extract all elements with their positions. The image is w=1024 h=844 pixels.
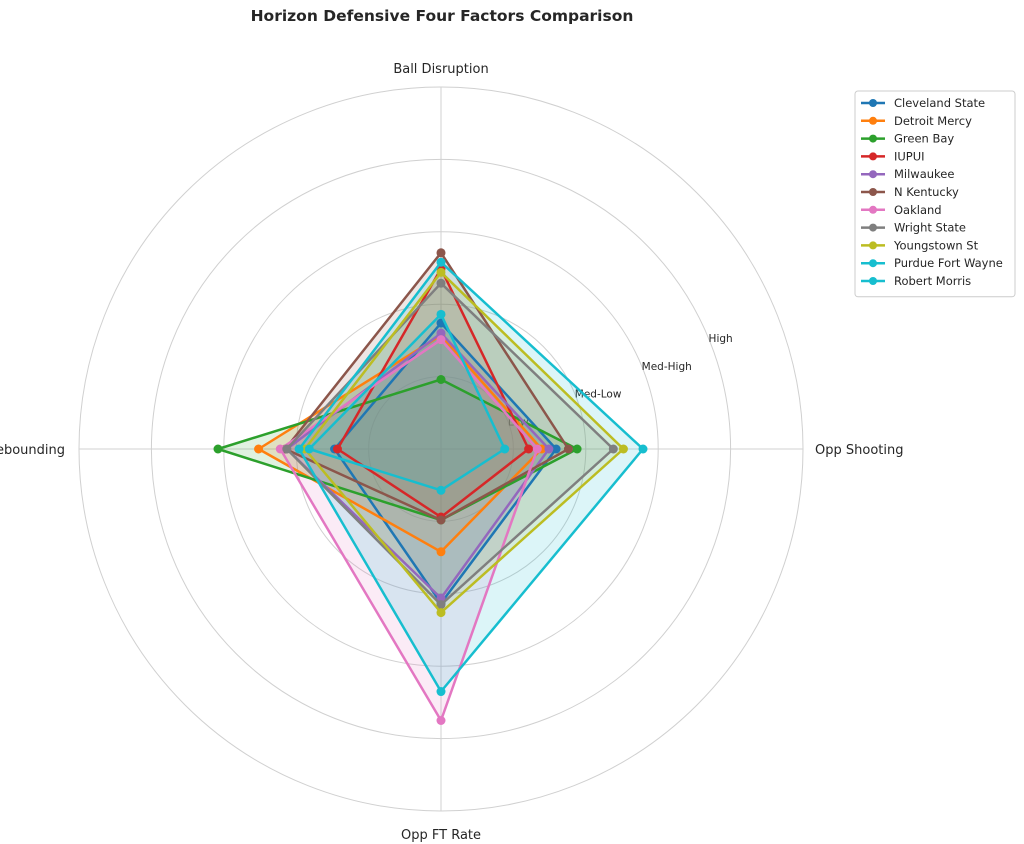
series-fill <box>258 335 542 552</box>
data-point <box>563 444 573 454</box>
legend-marker <box>869 241 877 250</box>
axis-label: Opp FT Rate <box>401 828 481 843</box>
legend-marker <box>869 205 877 214</box>
series-lines <box>213 248 648 725</box>
data-point <box>436 687 446 697</box>
data-point <box>500 444 510 454</box>
data-point <box>254 444 264 454</box>
data-point <box>436 593 446 603</box>
data-point <box>436 278 446 288</box>
legend-marker <box>869 170 877 179</box>
data-point <box>436 547 446 557</box>
legend-marker <box>869 134 877 143</box>
series-fill <box>337 268 529 518</box>
legend-label: IUPUI <box>894 149 925 163</box>
data-point <box>436 328 446 338</box>
legend-label: Purdue Fort Wayne <box>894 256 1003 270</box>
legend-marker <box>869 99 877 107</box>
ring-label: Med-High <box>642 361 692 373</box>
data-point <box>213 444 223 454</box>
axis-label: Opp Shooting <box>815 443 903 458</box>
data-point <box>551 444 561 454</box>
legend-label: Wright State <box>894 221 966 235</box>
axis-label: Def Rebounding <box>0 443 65 458</box>
series-fill <box>304 272 624 613</box>
legend-marker <box>869 188 877 196</box>
data-point <box>436 515 446 525</box>
data-point <box>608 444 618 454</box>
data-point <box>436 309 446 319</box>
legend-marker <box>869 259 877 268</box>
data-point <box>436 485 446 495</box>
legend-label: Detroit Mercy <box>894 114 972 128</box>
chart-title: Horizon Defensive Four Factors Compariso… <box>251 7 634 25</box>
data-point <box>572 444 582 454</box>
data-point <box>436 608 446 618</box>
series-fill <box>286 333 549 599</box>
legend-frame <box>854 90 1016 298</box>
legend-label: Cleveland State <box>894 96 985 110</box>
data-point <box>436 335 446 345</box>
ring-label: High <box>709 333 733 345</box>
data-point <box>544 444 554 454</box>
legend-marker <box>869 277 877 285</box>
axis-labels: Ball Disruption Opp Shooting Opp FT Rate De… <box>0 62 903 843</box>
data-point <box>304 444 314 454</box>
legend-marker <box>869 152 877 161</box>
data-point <box>638 444 648 454</box>
data-point <box>332 444 342 454</box>
axis-label: Ball Disruption <box>393 62 488 77</box>
legend-marker <box>869 223 877 232</box>
data-point <box>532 444 542 454</box>
data-point <box>294 444 304 454</box>
legend-marker <box>869 116 877 125</box>
legend-label: Youngstown St <box>893 238 979 252</box>
data-point <box>524 444 534 454</box>
data-point <box>436 267 446 277</box>
legend-label: Robert Morris <box>894 274 971 288</box>
legend-label: N Kentucky <box>894 185 959 199</box>
data-point <box>436 600 446 610</box>
data-point <box>436 374 446 384</box>
data-point <box>275 444 285 454</box>
legend-label: Green Bay <box>894 132 954 146</box>
data-point <box>282 444 292 454</box>
legend-label: Oakland <box>894 203 942 217</box>
legend: Cleveland State Detroit Mercy Green Bay IUP… <box>854 90 1016 298</box>
legend-label: Milwaukee <box>894 167 954 181</box>
data-point <box>436 716 446 725</box>
data-point <box>436 248 446 258</box>
data-point <box>618 444 628 454</box>
data-point <box>436 257 446 267</box>
